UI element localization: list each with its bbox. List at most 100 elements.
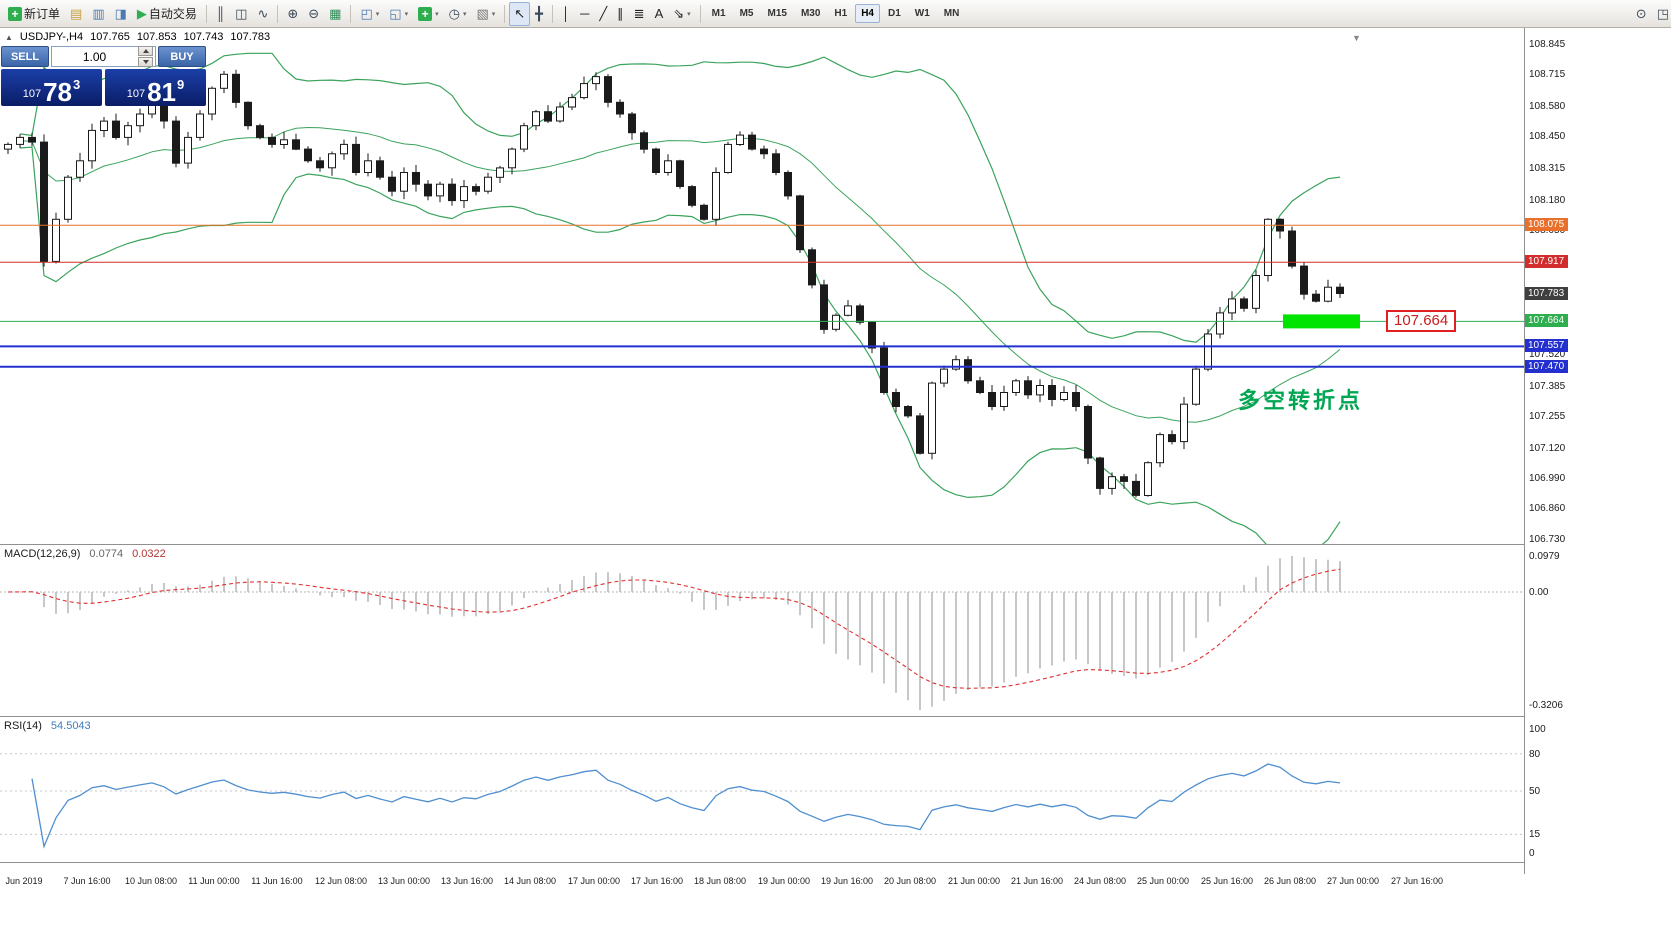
candle-body	[412, 172, 420, 185]
ohlc-open: 107.765	[90, 31, 130, 43]
candle-body	[520, 125, 528, 150]
candle-body	[484, 176, 492, 192]
timeframe-h1[interactable]: H1	[834, 8, 848, 19]
timeframe-w1[interactable]: W1	[914, 8, 930, 19]
chart-scroll-marker-icon[interactable]: ▼	[1352, 33, 1361, 43]
time-axis[interactable]: Jun 2019 7 Jun 16:00 10 Jun 08:00 11 Jun 00…	[0, 874, 1671, 892]
candle-body	[760, 148, 768, 155]
candle-body	[1300, 265, 1308, 295]
trendline-icon[interactable]: ╱	[594, 2, 612, 26]
time-axis-label: 19 Jun 16:00	[820, 876, 874, 886]
text-icon-glyph: A	[654, 6, 664, 21]
charts-profile-icon-glyph: ▤	[70, 6, 83, 21]
buy-price-sup: 9	[177, 77, 185, 92]
templates-icon[interactable]: ▧ ▾	[471, 2, 500, 26]
vertical-line-icon[interactable]: │	[557, 2, 575, 26]
timeframe-m5[interactable]: M5	[739, 8, 754, 19]
timeframe-m1[interactable]: M1	[711, 8, 726, 19]
candle-body	[40, 141, 48, 262]
candle-body	[16, 136, 24, 145]
zoom-out-icon[interactable]: ⊖	[303, 2, 324, 26]
one-click-toggle-icon[interactable]: ▲	[5, 32, 13, 42]
data-window-icon[interactable]: ◨	[110, 2, 132, 26]
symbol-info: ▲ USDJPY-,H4 107.765 107.853 107.743 107…	[5, 31, 270, 43]
macd-panel[interactable]: MACD(12,26,9) 0.0774 0.0322	[0, 545, 1524, 716]
price-badge: 107.664	[1525, 314, 1569, 327]
channel-icon[interactable]: ∥	[612, 2, 629, 26]
bar-chart-icon[interactable]: ║	[211, 2, 230, 26]
candle-body	[748, 134, 756, 150]
candle-body	[976, 380, 984, 393]
panel-separator[interactable]	[0, 544, 1671, 545]
text-icon[interactable]: A	[650, 2, 669, 26]
horizontal-line-icon[interactable]: ─	[575, 2, 594, 26]
candle-body	[616, 101, 624, 115]
volume-down-icon[interactable]	[138, 57, 153, 67]
sell-price-display[interactable]: 107 78 3	[1, 69, 102, 106]
fibonacci-icon[interactable]: ≣	[629, 2, 650, 26]
templates-icon-glyph: ▧	[476, 6, 489, 21]
candle-body	[712, 172, 720, 220]
timeframe-h4[interactable]: H4	[855, 4, 880, 23]
chart-annotation-text[interactable]: 多空转折点	[1238, 388, 1364, 413]
panel-separator[interactable]	[0, 862, 1671, 863]
candle-body	[1000, 392, 1008, 407]
time-axis-label: 24 Jun 08:00	[1073, 876, 1127, 886]
bar-chart-icon-glyph: ║	[215, 6, 226, 21]
time-axis-label: 11 Jun 16:00	[251, 876, 303, 886]
tile-windows-icon[interactable]: ◰ ▾	[355, 2, 384, 26]
indicators-icon[interactable]: + ▾	[413, 2, 444, 26]
arrange-windows-icon[interactable]: ◱ ▾	[384, 2, 413, 26]
rsi-axis-label: 50	[1529, 786, 1541, 797]
price-badge: 108.075	[1525, 218, 1569, 231]
panel-separator[interactable]	[0, 716, 1671, 717]
macd-chart[interactable]	[0, 545, 1524, 716]
market-watch-icon[interactable]: ▥	[87, 2, 109, 26]
candle-body	[916, 415, 924, 454]
sell-button[interactable]: SELL	[1, 46, 49, 67]
ohlc-low: 107.743	[183, 31, 224, 43]
search-icon[interactable]: ⊙	[1631, 2, 1652, 26]
candle-body	[304, 148, 312, 162]
timeframe-d1[interactable]: D1	[887, 8, 901, 19]
candle-body	[460, 186, 468, 202]
candle-body	[1156, 434, 1164, 464]
candle-body	[880, 347, 888, 393]
volume-input[interactable]: 1.00	[51, 46, 156, 67]
periods-icon[interactable]: ◷ ▾	[444, 2, 472, 26]
price-axis-label: 106.990	[1529, 473, 1566, 484]
zoom-in-icon[interactable]: ⊕	[282, 2, 303, 26]
arrows-icon[interactable]: ⇘ ▾	[668, 2, 695, 26]
cursor-icon[interactable]: ↖	[509, 1, 531, 26]
timeframe-mn[interactable]: MN	[943, 8, 960, 19]
candle-body	[1012, 380, 1020, 393]
crosshair-icon[interactable]: ╋	[530, 2, 548, 26]
macd-axis-label: 0.0979	[1529, 551, 1560, 562]
price-axis[interactable]: 108.845 108.715 108.580 108.450 108.315 108.1…	[1525, 0, 1671, 948]
auto-trading-button[interactable]: ▶ 自动交易	[132, 2, 202, 26]
candle-body	[220, 73, 228, 89]
zoom-in-icon-glyph: ⊕	[287, 6, 299, 21]
highlight-bar[interactable]	[1283, 314, 1360, 329]
candlestick-chart-icon[interactable]: ◫	[230, 2, 252, 26]
volume-stepper	[138, 46, 153, 67]
line-chart-icon[interactable]: ∿	[252, 2, 273, 26]
candlestick-chart[interactable]	[0, 27, 1524, 544]
candle-body	[664, 160, 672, 174]
buy-price-display[interactable]: 107 81 9	[105, 69, 206, 106]
timeframe-m15[interactable]: M15	[767, 8, 787, 19]
timeframe-m30[interactable]: M30	[800, 8, 821, 19]
new-order-button-glyph: +	[8, 6, 22, 21]
grid-icon[interactable]: ▦	[324, 2, 346, 26]
buy-button[interactable]: BUY	[158, 46, 206, 67]
new-order-button[interactable]: + 新订单	[3, 2, 65, 26]
main-chart-panel[interactable]: ▲ USDJPY-,H4 107.765 107.853 107.743 107…	[0, 27, 1524, 544]
auto-trading-button-label: 自动交易	[148, 7, 197, 21]
rsi-chart[interactable]	[0, 717, 1524, 862]
panel-toggle-icon[interactable]: ◳	[1652, 2, 1671, 26]
charts-profile-icon[interactable]: ▤	[65, 2, 87, 26]
volume-up-icon[interactable]	[138, 46, 153, 56]
price-flag-label[interactable]: 107.664	[1386, 310, 1457, 332]
rsi-header: RSI(14) 54.5043	[4, 720, 91, 732]
rsi-panel[interactable]: RSI(14) 54.5043	[0, 717, 1524, 862]
